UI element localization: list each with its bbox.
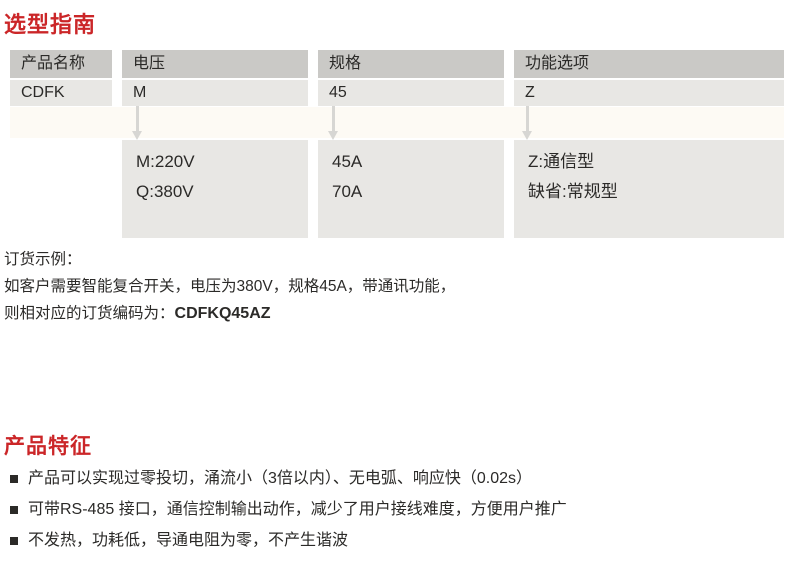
option-item: 70A [332, 182, 363, 201]
order-code-prefix: 则相对应的订货编码为： [4, 305, 175, 322]
code-cell-spec: 45 [318, 80, 504, 106]
arrow-down-icon [522, 106, 533, 140]
option-item: 缺省:常规型 [528, 182, 618, 201]
background-band [10, 107, 784, 138]
arrow-down-icon [328, 106, 339, 140]
column-header-voltage: 电压 [122, 50, 308, 78]
voltage-options-box: M:220V Q:380V [122, 140, 308, 238]
column-header-function: 功能选项 [514, 50, 784, 78]
order-example-code-line: 则相对应的订货编码为：CDFKQ45AZ [4, 301, 271, 323]
code-cell-function: Z [514, 80, 784, 106]
bullet-square-icon [10, 475, 18, 483]
order-code: CDFKQ45AZ [174, 305, 271, 322]
feature-text: 不发热，功耗低，导通电阻为零，不产生谐波 [28, 532, 349, 549]
bullet-square-icon [10, 506, 18, 514]
bullet-square-icon [10, 537, 18, 545]
code-cell-product-name: CDFK [10, 80, 112, 106]
option-item: Q:380V [136, 182, 194, 201]
features-title: 产品特征 [4, 435, 92, 458]
feature-text: 产品可以实现过零投切，涌流小（3倍以内）、无电弧、响应快（0.02s） [28, 470, 533, 487]
selection-guide-title: 选型指南 [4, 12, 97, 37]
option-item: 45A [332, 152, 363, 171]
column-header-product-name: 产品名称 [10, 50, 112, 78]
spec-options-box: 45A 70A [318, 140, 504, 238]
code-cell-voltage: M [122, 80, 308, 106]
feature-list-item: 产品可以实现过零投切，涌流小（3倍以内）、无电弧、响应快（0.02s） [10, 469, 532, 489]
column-header-spec: 规格 [318, 50, 504, 78]
option-item: M:220V [136, 152, 195, 171]
order-example-description: 如客户需要智能复合开关，电压为380V，规格45A，带通讯功能， [4, 278, 456, 295]
function-options-box: Z:通信型 缺省:常规型 [514, 140, 784, 238]
arrow-down-icon [132, 106, 143, 140]
feature-list-item: 不发热，功耗低，导通电阻为零，不产生谐波 [10, 531, 348, 551]
option-item: Z:通信型 [528, 152, 595, 171]
feature-list-item: 可带RS-485 接口，通信控制输出动作，减少了用户接线难度，方便用户推广 [10, 500, 567, 520]
order-example-label: 订货示例： [4, 251, 82, 268]
feature-text: 可带RS-485 接口，通信控制输出动作，减少了用户接线难度，方便用户推广 [28, 501, 567, 518]
